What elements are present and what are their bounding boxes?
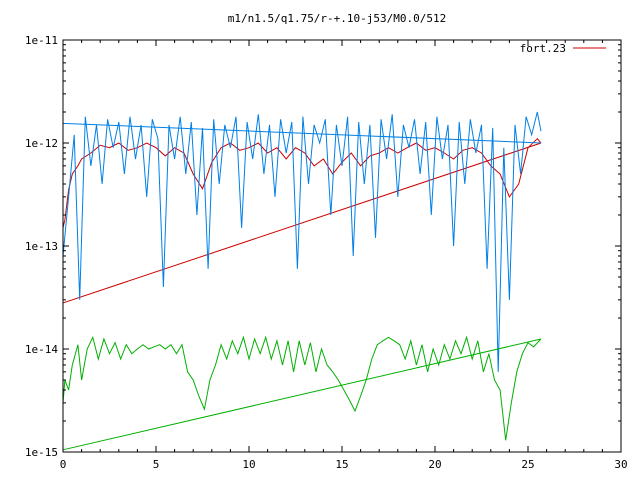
y-tick-label: 1e-13: [25, 240, 58, 253]
x-tick-label: 25: [521, 458, 534, 471]
series-layer: [62, 111, 542, 451]
axes-layer: 0 5 10 15 20 25 30 1e-15 1e-14 1e-13 1e-12 1e-11: [25, 34, 628, 471]
series-3-line: [62, 335, 542, 441]
x-tick-label: 0: [60, 458, 67, 471]
chart-title: m1/n1.5/q1.75/r-+.10-j53/M0.0/512: [228, 12, 447, 25]
legend-label: fort.23: [520, 42, 566, 55]
x-tick-label: 20: [428, 458, 441, 471]
series-1-line: [62, 137, 542, 229]
series-2: [62, 111, 542, 372]
series-2-trend-line: [62, 122, 542, 144]
series-1-trend-line: [62, 142, 542, 304]
series-3: [62, 335, 542, 451]
legend: fort.23: [520, 42, 606, 55]
series-3-trend-line: [62, 338, 542, 451]
x-tick-label: 5: [153, 458, 160, 471]
series-1: [62, 137, 542, 304]
x-tick-label: 10: [242, 458, 255, 471]
series-2-line: [62, 111, 542, 372]
y-tick-label: 1e-15: [25, 446, 58, 459]
y-tick-label: 1e-12: [25, 137, 58, 150]
plot-frame: [62, 39, 622, 453]
x-tick-label: 15: [335, 458, 348, 471]
y-tick-label: 1e-14: [25, 343, 58, 356]
y-tick-label: 1e-11: [25, 34, 58, 47]
x-tick-label: 30: [614, 458, 627, 471]
